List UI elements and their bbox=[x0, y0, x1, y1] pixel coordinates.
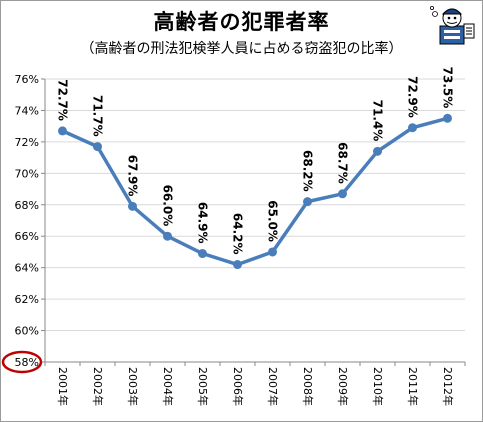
data-label: 71.7% bbox=[91, 95, 105, 137]
data-label: 65.0% bbox=[266, 200, 280, 242]
y-tick-label: 60% bbox=[15, 325, 39, 338]
highlight-circle bbox=[1, 350, 43, 374]
data-label: 64.2% bbox=[231, 213, 245, 255]
data-point bbox=[233, 260, 242, 270]
y-tick-label: 68% bbox=[15, 199, 39, 212]
data-point bbox=[198, 249, 207, 259]
data-label: 67.9% bbox=[126, 155, 140, 197]
data-label: 66.0% bbox=[161, 185, 175, 227]
data-label: 68.2% bbox=[301, 150, 315, 192]
y-tick-label: 72% bbox=[15, 136, 39, 149]
x-tick-label: 2006年 bbox=[231, 367, 245, 406]
y-tick-label: 58% bbox=[15, 356, 39, 369]
x-tick-label: 2001年 bbox=[56, 367, 70, 406]
data-point bbox=[338, 189, 347, 199]
data-point bbox=[268, 247, 277, 257]
y-tick-label: 70% bbox=[15, 167, 39, 180]
y-tick-label: 74% bbox=[15, 104, 39, 117]
data-point bbox=[163, 231, 172, 241]
x-tick-label: 2003年 bbox=[126, 367, 140, 406]
y-tick-label: 62% bbox=[15, 293, 39, 306]
x-tick-label: 2010年 bbox=[371, 367, 385, 406]
newspaper-reader-mascot-icon bbox=[430, 6, 475, 45]
x-tick-label: 2007年 bbox=[266, 367, 280, 406]
data-point bbox=[373, 146, 382, 156]
data-point bbox=[408, 123, 417, 133]
data-point bbox=[128, 201, 137, 211]
data-label: 72.7% bbox=[56, 79, 70, 121]
data-label: 71.4% bbox=[371, 100, 385, 142]
x-tick-label: 2002年 bbox=[91, 367, 105, 406]
data-point bbox=[58, 126, 67, 136]
y-tick-label: 66% bbox=[15, 230, 39, 243]
x-tick-label: 2004年 bbox=[161, 367, 175, 406]
x-tick-label: 2012年 bbox=[441, 367, 455, 406]
chart-subtitle: （高齢者の刑法犯検挙人員に占める窃盗犯の比率） bbox=[80, 41, 403, 57]
y-tick-label: 64% bbox=[15, 262, 39, 275]
data-label: 68.7% bbox=[336, 142, 350, 184]
data-label: 72.9% bbox=[406, 76, 420, 118]
data-label: 73.5% bbox=[441, 67, 455, 109]
data-point bbox=[303, 197, 312, 207]
data-point bbox=[93, 142, 102, 152]
data-label: 64.9% bbox=[196, 202, 210, 244]
y-tick-label: 76% bbox=[15, 73, 39, 86]
x-tick-label: 2008年 bbox=[301, 367, 315, 406]
x-tick-label: 2011年 bbox=[406, 367, 420, 406]
series-line bbox=[61, 116, 448, 267]
chart-title: 高齢者の犯罪者率 bbox=[153, 10, 330, 34]
data-point bbox=[443, 113, 452, 123]
x-tick-label: 2005年 bbox=[196, 367, 210, 406]
x-tick-label: 2009年 bbox=[336, 367, 350, 406]
